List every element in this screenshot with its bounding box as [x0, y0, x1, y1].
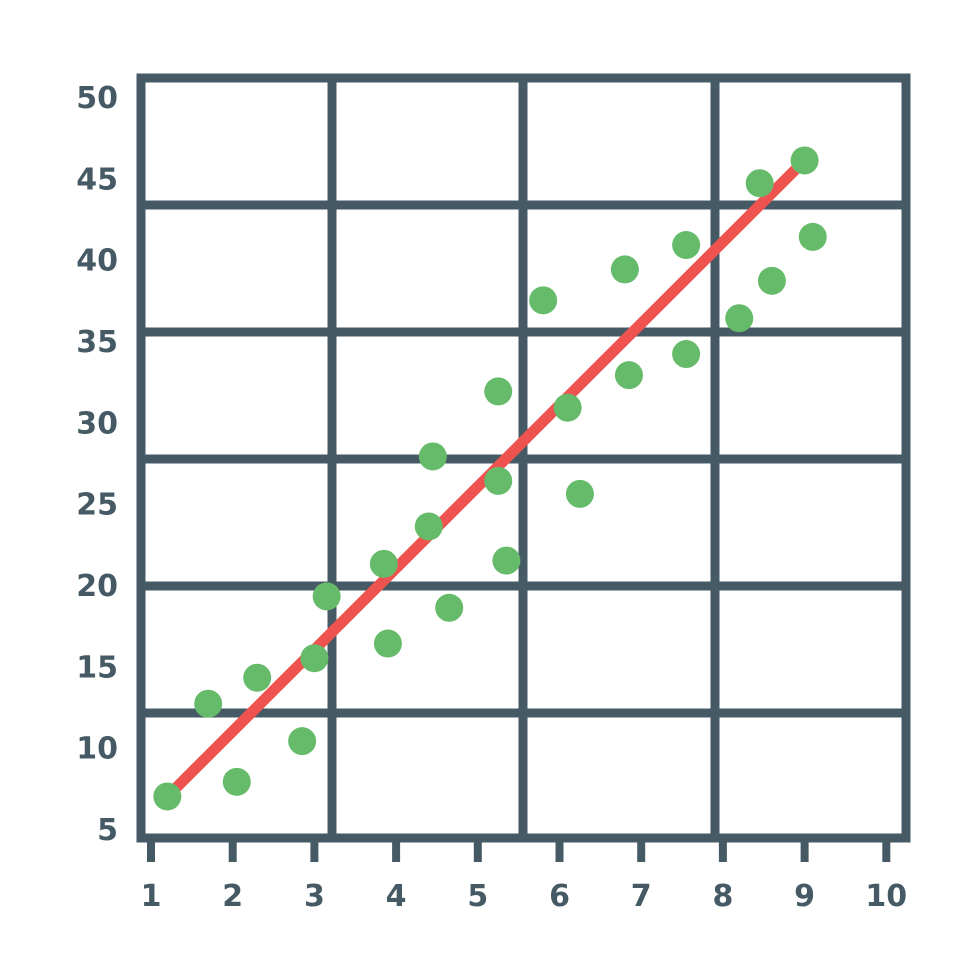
- y-tick-label: 20: [76, 569, 118, 604]
- data-point: [553, 393, 582, 422]
- data-point: [565, 479, 594, 508]
- data-point: [672, 340, 701, 369]
- data-point: [369, 549, 398, 578]
- x-tick-label: 5: [467, 879, 488, 914]
- x-tick-label: 7: [631, 879, 652, 914]
- data-point: [757, 266, 786, 295]
- y-tick-label: 15: [76, 650, 118, 685]
- x-tick-label: 2: [222, 879, 243, 914]
- data-point: [798, 222, 827, 251]
- data-point: [745, 169, 774, 198]
- y-tick-label: 40: [76, 244, 118, 279]
- data-point: [243, 663, 272, 692]
- data-point: [312, 582, 341, 611]
- data-point: [529, 286, 558, 315]
- y-tick-label: 30: [76, 406, 118, 441]
- data-point: [790, 146, 819, 175]
- x-tick-label: 4: [386, 879, 407, 914]
- x-tick-label: 1: [141, 879, 162, 914]
- data-point: [610, 255, 639, 284]
- y-tick-label: 50: [76, 81, 118, 116]
- points-layer: [153, 146, 827, 811]
- data-point: [492, 546, 521, 575]
- grid: [136, 73, 911, 843]
- data-point: [373, 629, 402, 658]
- x-tick-label: 6: [549, 879, 570, 914]
- data-point: [725, 304, 754, 333]
- y-tick-label: 25: [76, 488, 118, 523]
- x-tick-label: 8: [712, 879, 733, 914]
- data-point: [435, 593, 464, 622]
- data-point: [153, 782, 182, 811]
- data-point: [484, 466, 513, 495]
- data-point: [288, 727, 317, 756]
- data-point: [194, 689, 223, 718]
- y-axis: 5 10 15 20 25 30 35 40 45 50: [76, 81, 118, 848]
- data-point: [484, 377, 513, 406]
- x-tick-label: 9: [794, 879, 815, 914]
- data-point: [614, 361, 643, 390]
- data-point: [300, 644, 329, 673]
- y-tick-label: 10: [76, 732, 118, 767]
- data-point: [414, 512, 443, 541]
- data-point: [222, 767, 251, 796]
- x-tick-label: 3: [304, 879, 325, 914]
- y-tick-label: 45: [76, 162, 118, 197]
- data-point: [672, 231, 701, 260]
- data-point: [418, 442, 447, 471]
- y-tick-label: 35: [76, 325, 118, 360]
- x-axis: 1 2 3 4 5 6 7 8 9 10: [141, 838, 907, 914]
- x-tick-label: 10: [865, 879, 907, 914]
- y-tick-label: 5: [97, 813, 118, 848]
